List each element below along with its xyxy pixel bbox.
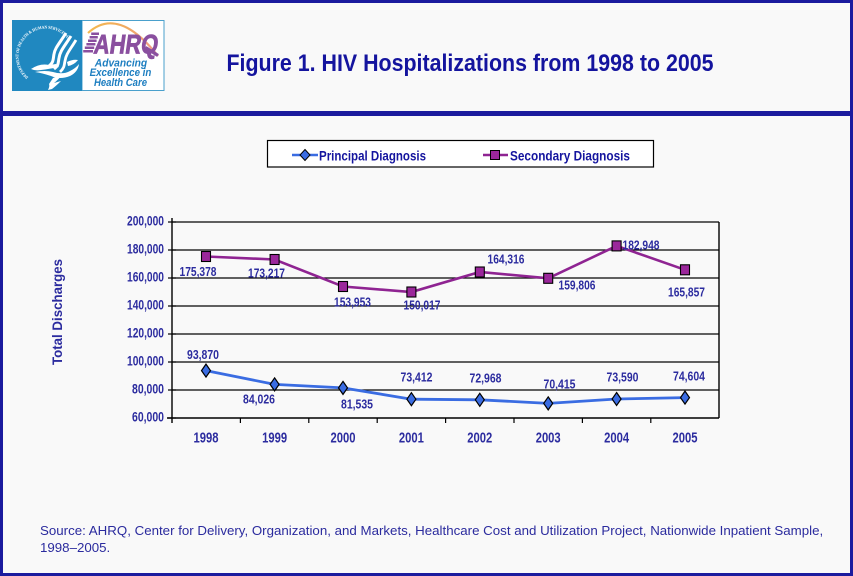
svg-text:Excellence in: Excellence in bbox=[90, 67, 152, 79]
svg-text:Principal Diagnosis: Principal Diagnosis bbox=[319, 148, 426, 164]
svg-text:2004: 2004 bbox=[604, 431, 629, 447]
svg-text:Figure 1. HIV Hospitalizations: Figure 1. HIV Hospitalizations from 1998… bbox=[227, 50, 714, 77]
svg-text:1998: 1998 bbox=[194, 431, 219, 447]
svg-text:140,000: 140,000 bbox=[127, 297, 164, 312]
svg-text:74,604: 74,604 bbox=[673, 369, 706, 384]
svg-text:70,415: 70,415 bbox=[544, 376, 576, 391]
svg-text:200,000: 200,000 bbox=[127, 213, 164, 228]
svg-text:60,000: 60,000 bbox=[132, 409, 164, 424]
svg-text:164,316: 164,316 bbox=[488, 252, 525, 267]
svg-text:165,857: 165,857 bbox=[668, 285, 705, 300]
svg-text:175,378: 175,378 bbox=[180, 264, 217, 279]
svg-text:Health Care: Health Care bbox=[94, 77, 147, 89]
svg-text:2003: 2003 bbox=[536, 431, 561, 447]
svg-text:100,000: 100,000 bbox=[127, 353, 164, 368]
svg-text:Advancing: Advancing bbox=[94, 57, 148, 69]
svg-text:73,412: 73,412 bbox=[401, 369, 433, 384]
svg-text:150,017: 150,017 bbox=[404, 298, 441, 313]
svg-text:182,948: 182,948 bbox=[623, 238, 660, 253]
svg-text:80,000: 80,000 bbox=[132, 381, 164, 396]
svg-text:159,806: 159,806 bbox=[559, 278, 596, 293]
svg-text:93,870: 93,870 bbox=[187, 347, 219, 362]
svg-text:153,953: 153,953 bbox=[334, 294, 371, 309]
svg-text:84,026: 84,026 bbox=[243, 392, 275, 407]
svg-text:120,000: 120,000 bbox=[127, 325, 164, 340]
svg-text:AHRQ: AHRQ bbox=[92, 29, 160, 60]
svg-text:2000: 2000 bbox=[331, 431, 356, 447]
svg-text:2005: 2005 bbox=[673, 431, 698, 447]
svg-text:73,590: 73,590 bbox=[607, 369, 639, 384]
svg-text:72,968: 72,968 bbox=[470, 371, 502, 386]
svg-text:173,217: 173,217 bbox=[248, 266, 285, 281]
svg-text:2001: 2001 bbox=[399, 431, 424, 447]
svg-text:1999: 1999 bbox=[262, 431, 287, 447]
svg-text:Secondary Diagnosis: Secondary Diagnosis bbox=[510, 148, 630, 164]
svg-text:2002: 2002 bbox=[467, 431, 492, 447]
svg-text:Total Discharges: Total Discharges bbox=[49, 259, 65, 365]
svg-text:81,535: 81,535 bbox=[341, 397, 373, 412]
svg-text:180,000: 180,000 bbox=[127, 241, 164, 256]
svg-text:160,000: 160,000 bbox=[127, 269, 164, 284]
